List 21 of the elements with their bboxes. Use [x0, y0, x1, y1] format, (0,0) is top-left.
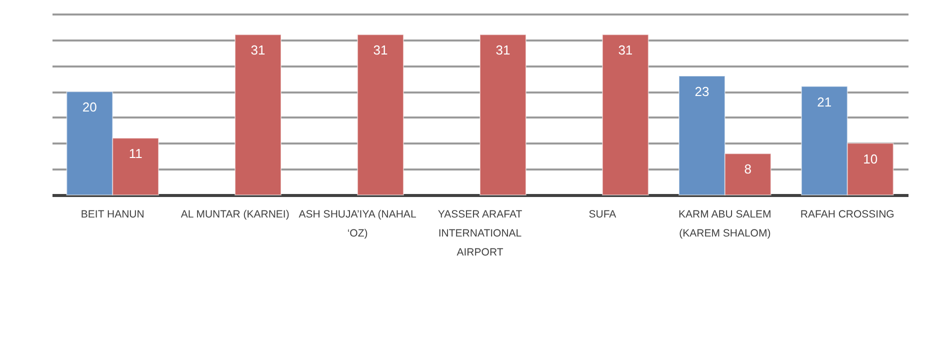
data-label: 21: [817, 94, 832, 110]
data-label: 8: [744, 162, 752, 177]
bar: [480, 34, 526, 196]
data-label: 31: [250, 42, 266, 58]
bar: [602, 34, 649, 196]
x-tick-label: BEIT HANUN: [80, 208, 144, 220]
data-label: 31: [496, 42, 510, 58]
x-tick-label: AL MUNTAR (KARNEI): [180, 208, 290, 220]
x-tick-label: ASH SHUJA’IYA (NAHAL ‘OZ): [298, 208, 416, 240]
data-label: 20: [82, 100, 97, 115]
data-label: 31: [618, 42, 633, 58]
data-label: 11: [128, 146, 142, 162]
x-tick-label: YASSER ARAFAT INTERNATIONAL AIRPORT: [438, 208, 523, 258]
data-label: 10: [863, 151, 878, 166]
x-tick-label: KARM ABU SALEM (KAREM SHALOM): [678, 208, 772, 240]
bar: [234, 34, 282, 196]
x-tick-label: RAFAH CROSSING: [800, 208, 894, 220]
data-label: 23: [694, 84, 710, 100]
bar: [357, 34, 404, 196]
data-label: 31: [373, 42, 388, 58]
x-tick-label: SUFA: [588, 208, 616, 220]
